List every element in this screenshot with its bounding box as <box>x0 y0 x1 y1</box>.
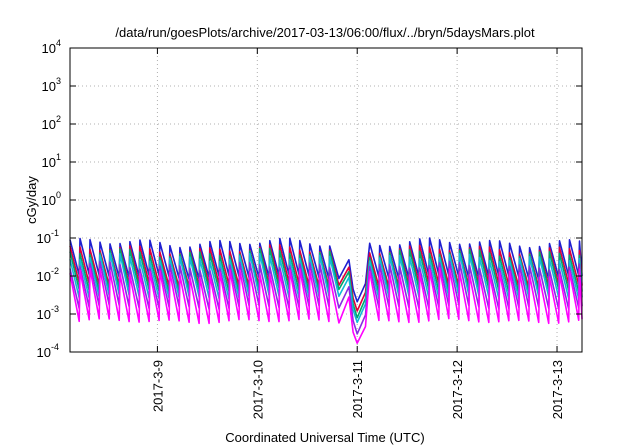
y-tick-base: 10 <box>42 41 56 56</box>
series-line <box>69 247 583 319</box>
y-tick-base: 10 <box>37 345 51 360</box>
y-tick-label: 10 0 <box>42 190 61 208</box>
chart-title: /data/run/goesPlots/archive/2017-03-13/0… <box>115 25 535 40</box>
y-tick-base: 10 <box>42 117 56 132</box>
series-line <box>69 237 583 303</box>
series-line <box>69 252 583 324</box>
y-tick-label: 10 3 <box>42 76 61 94</box>
y-tick-label: 10 4 <box>42 38 61 56</box>
y-tick-base: 10 <box>37 269 51 284</box>
y-tick-label: 10 -4 <box>37 342 59 360</box>
y-tick-base: 10 <box>42 155 56 170</box>
y-tick-exponent: -3 <box>51 304 59 314</box>
y-tick-exponent: -1 <box>51 228 59 238</box>
y-tick-label: 10 -3 <box>37 304 59 322</box>
y-tick-label: 10 2 <box>42 114 61 132</box>
y-tick-label: 10 -1 <box>37 228 59 246</box>
y-tick-exponent: -2 <box>51 266 59 276</box>
y-tick-label: 10 1 <box>42 152 61 170</box>
x-tick-label: 2017-3-12 <box>450 360 465 419</box>
x-tick-label: 2017-3-11 <box>350 360 365 418</box>
y-tick-label: 10 -2 <box>37 266 59 284</box>
y-tick-base: 10 <box>42 79 56 94</box>
x-axis-label: Coordinated Universal Time (UTC) <box>225 430 424 445</box>
x-tick-label: 2017-3-13 <box>550 360 565 419</box>
y-tick-exponent: 0 <box>56 190 61 200</box>
y-tick-exponent: 1 <box>56 152 61 162</box>
series-group <box>69 237 583 344</box>
x-tick-label: 2017-3-9 <box>150 360 165 412</box>
y-tick-exponent: 3 <box>56 76 61 86</box>
series-line <box>69 267 583 344</box>
series-line <box>69 260 583 335</box>
y-tick-base: 10 <box>37 307 51 322</box>
y-axis-label: cGy/day <box>24 176 39 224</box>
y-tick-exponent: 2 <box>56 114 61 124</box>
x-tick-label: 2017-3-10 <box>250 360 265 419</box>
y-tick-base: 10 <box>37 231 51 246</box>
y-tick-exponent: 4 <box>56 38 61 48</box>
y-tick-base: 10 <box>42 193 56 208</box>
y-tick-exponent: -4 <box>51 342 59 352</box>
